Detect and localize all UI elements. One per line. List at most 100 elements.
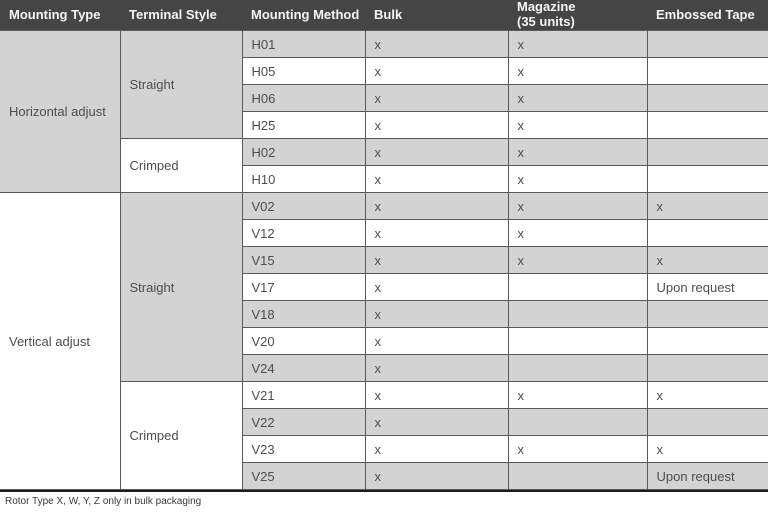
bulk-cell: x	[364, 165, 509, 193]
magazine-cell: x	[507, 192, 648, 220]
table-row: V12 x x	[0, 219, 768, 247]
terminal-style-cell: Straight	[119, 30, 243, 139]
magazine-cell: x	[507, 138, 648, 166]
bulk-cell: x	[364, 408, 509, 436]
magazine-cell: x	[507, 219, 648, 247]
magazine-cell	[507, 273, 648, 301]
bulk-cell: x	[364, 111, 509, 139]
mounting-method-cell: H05	[241, 57, 366, 85]
table-row: H06 x x	[0, 84, 768, 112]
mounting-method-cell: V18	[241, 300, 366, 328]
mounting-method-cell: V12	[241, 219, 366, 247]
magazine-cell: x	[507, 165, 648, 193]
table-row: Vertical adjust Straight V02 x x x	[0, 192, 768, 490]
table-row: Crimped H02 x x	[0, 138, 768, 193]
magazine-cell: x	[507, 57, 648, 85]
embossed-tape-cell: x	[646, 192, 768, 220]
embossed-tape-cell: x	[646, 435, 768, 463]
magazine-cell	[507, 462, 648, 490]
embossed-tape-cell	[646, 408, 768, 436]
bulk-cell: x	[364, 30, 509, 58]
magazine-cell: x	[507, 381, 648, 409]
bulk-cell: x	[364, 327, 509, 355]
bulk-cell: x	[364, 138, 509, 166]
table-bottom-rule	[0, 490, 768, 492]
magazine-cell: x	[507, 30, 648, 58]
table-row: Crimped V21 x x x	[0, 381, 768, 490]
magazine-cell	[507, 408, 648, 436]
embossed-tape-cell	[646, 111, 768, 139]
mounting-method-cell: V20	[241, 327, 366, 355]
bulk-cell: x	[364, 354, 509, 382]
column-header-terminal-style: Terminal Style	[120, 0, 242, 31]
embossed-tape-cell: Upon request	[646, 273, 768, 301]
embossed-tape-cell	[646, 84, 768, 112]
table-header: Mounting Type Terminal Style Mounting Me…	[0, 0, 768, 31]
embossed-tape-cell	[646, 327, 768, 355]
embossed-tape-cell: Upon request	[646, 462, 768, 490]
mounting-method-cell: H02	[241, 138, 366, 166]
table-row: H10 x x	[0, 165, 768, 193]
bulk-cell: x	[364, 435, 509, 463]
embossed-tape-cell	[646, 30, 768, 58]
bulk-cell: x	[364, 273, 509, 301]
mounting-method-cell: V02	[241, 192, 366, 220]
table-row: H25 x x	[0, 111, 768, 139]
bulk-cell: x	[364, 462, 509, 490]
table-row: V15 x x x	[0, 246, 768, 274]
table-row: Horizontal adjust Straight H01 x x	[0, 30, 768, 193]
table-row: H05 x x	[0, 57, 768, 85]
mounting-type-cell: Vertical adjust	[0, 192, 121, 490]
terminal-style-cell: Crimped	[119, 381, 243, 490]
column-header-mounting-type: Mounting Type	[0, 0, 120, 31]
mounting-method-cell: H06	[241, 84, 366, 112]
header-row: Mounting Type Terminal Style Mounting Me…	[0, 0, 768, 31]
mounting-method-cell: V15	[241, 246, 366, 274]
table-row: V23 x x x	[0, 435, 768, 463]
embossed-tape-cell	[646, 57, 768, 85]
bulk-cell: x	[364, 219, 509, 247]
mounting-method-cell: V17	[241, 273, 366, 301]
column-header-embossed-tape: Embossed Tape	[647, 0, 768, 31]
bulk-cell: x	[364, 246, 509, 274]
terminal-style-cell: Crimped	[119, 138, 243, 193]
magazine-cell	[507, 300, 648, 328]
bulk-cell: x	[364, 300, 509, 328]
mounting-method-cell: V24	[241, 354, 366, 382]
embossed-tape-cell	[646, 354, 768, 382]
table-row: V18 x	[0, 300, 768, 328]
embossed-tape-cell	[646, 165, 768, 193]
terminal-style-cell: Straight	[119, 192, 243, 382]
embossed-tape-cell	[646, 219, 768, 247]
table-row: V17 x Upon request	[0, 273, 768, 301]
magazine-cell: x	[507, 246, 648, 274]
embossed-tape-cell: x	[646, 381, 768, 409]
column-header-bulk: Bulk	[365, 0, 508, 31]
packaging-table: Mounting Type Terminal Style Mounting Me…	[0, 0, 768, 490]
table-body: Horizontal adjust Straight H01 x x H05 x x H06 x x…	[0, 30, 768, 490]
bulk-cell: x	[364, 84, 509, 112]
embossed-tape-cell	[646, 300, 768, 328]
magazine-cell	[507, 327, 648, 355]
table-row: V25 x Upon request	[0, 462, 768, 490]
mounting-method-cell: H01	[241, 30, 366, 58]
footnote: Rotor Type X, W, Y, Z only in bulk packa…	[5, 496, 202, 507]
magazine-cell: x	[507, 435, 648, 463]
mounting-method-cell: H25	[241, 111, 366, 139]
bulk-cell: x	[364, 381, 509, 409]
bulk-cell: x	[364, 192, 509, 220]
bulk-cell: x	[364, 57, 509, 85]
magazine-cell	[507, 354, 648, 382]
mounting-method-cell: V22	[241, 408, 366, 436]
mounting-method-cell: H10	[241, 165, 366, 193]
mounting-method-cell: V25	[241, 462, 366, 490]
magazine-cell: x	[507, 111, 648, 139]
mounting-type-cell: Horizontal adjust	[0, 30, 121, 193]
column-header-magazine: Magazine (35 units)	[508, 0, 647, 31]
column-header-mounting-method: Mounting Method	[242, 0, 365, 31]
embossed-tape-cell	[646, 138, 768, 166]
embossed-tape-cell: x	[646, 246, 768, 274]
table-row: V24 x	[0, 354, 768, 382]
mounting-method-cell: V23	[241, 435, 366, 463]
magazine-cell: x	[507, 84, 648, 112]
